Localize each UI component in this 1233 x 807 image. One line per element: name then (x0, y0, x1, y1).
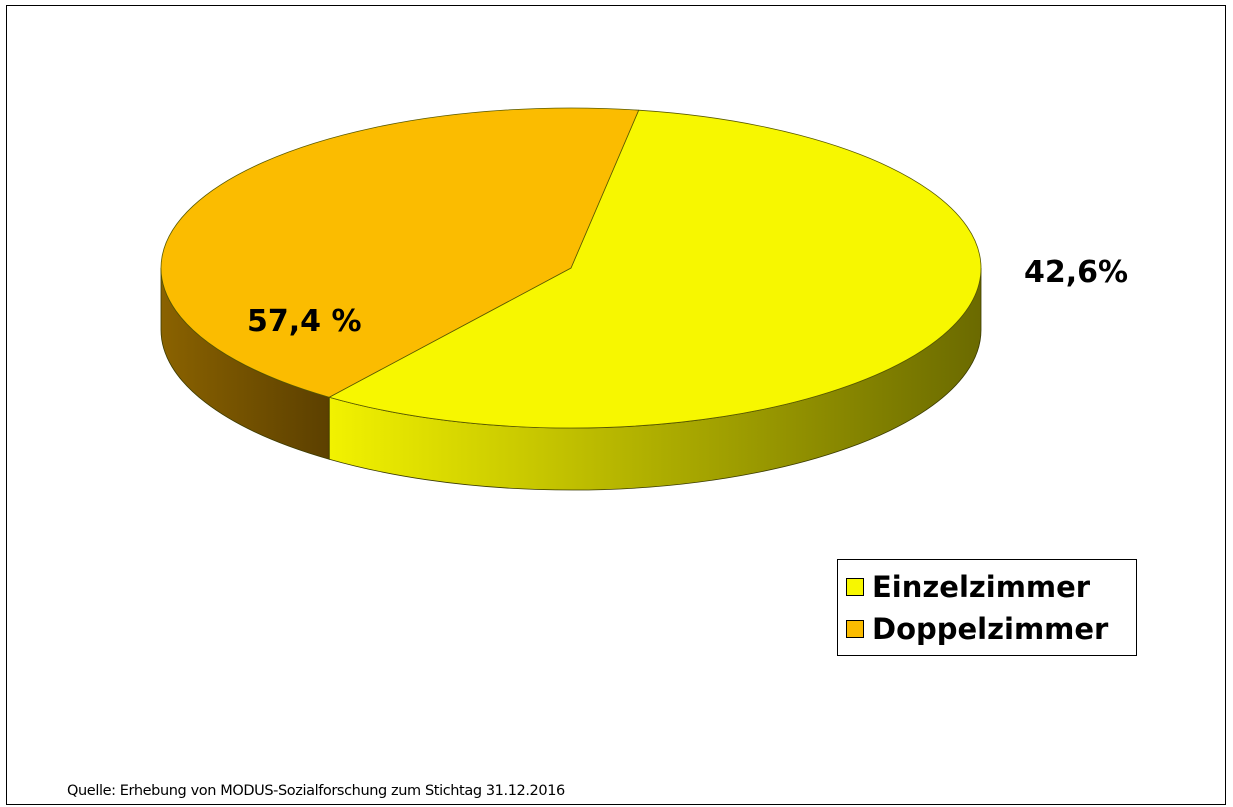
legend-swatch-doppelzimmer (846, 620, 864, 638)
source-note: Quelle: Erhebung von MODUS-Sozialforschu… (67, 783, 565, 799)
pie-slice-einzelzimmer (328, 109, 982, 429)
legend: Einzelzimmer Doppelzimmer (837, 559, 1137, 656)
legend-label-einzelzimmer: Einzelzimmer (872, 570, 1091, 604)
pie-chart: 57,4 % 42,6% (160, 107, 1128, 491)
slice-label-doppelzimmer: 42,6% (1024, 255, 1128, 290)
legend-entry-doppelzimmer: Doppelzimmer (846, 608, 1136, 650)
pie-layer (160, 107, 982, 491)
legend-swatch-einzelzimmer (846, 578, 864, 596)
pie-slice-doppelzimmer (160, 107, 640, 398)
slice-label-einzelzimmer: 57,4 % (247, 304, 362, 339)
legend-label-doppelzimmer: Doppelzimmer (872, 612, 1109, 646)
legend-entry-einzelzimmer: Einzelzimmer (846, 566, 1136, 608)
slice-labels: 57,4 % 42,6% (247, 255, 1128, 339)
chart-frame: 57,4 % 42,6% Einzelzimmer Doppelzimmer Qu… (6, 5, 1226, 805)
